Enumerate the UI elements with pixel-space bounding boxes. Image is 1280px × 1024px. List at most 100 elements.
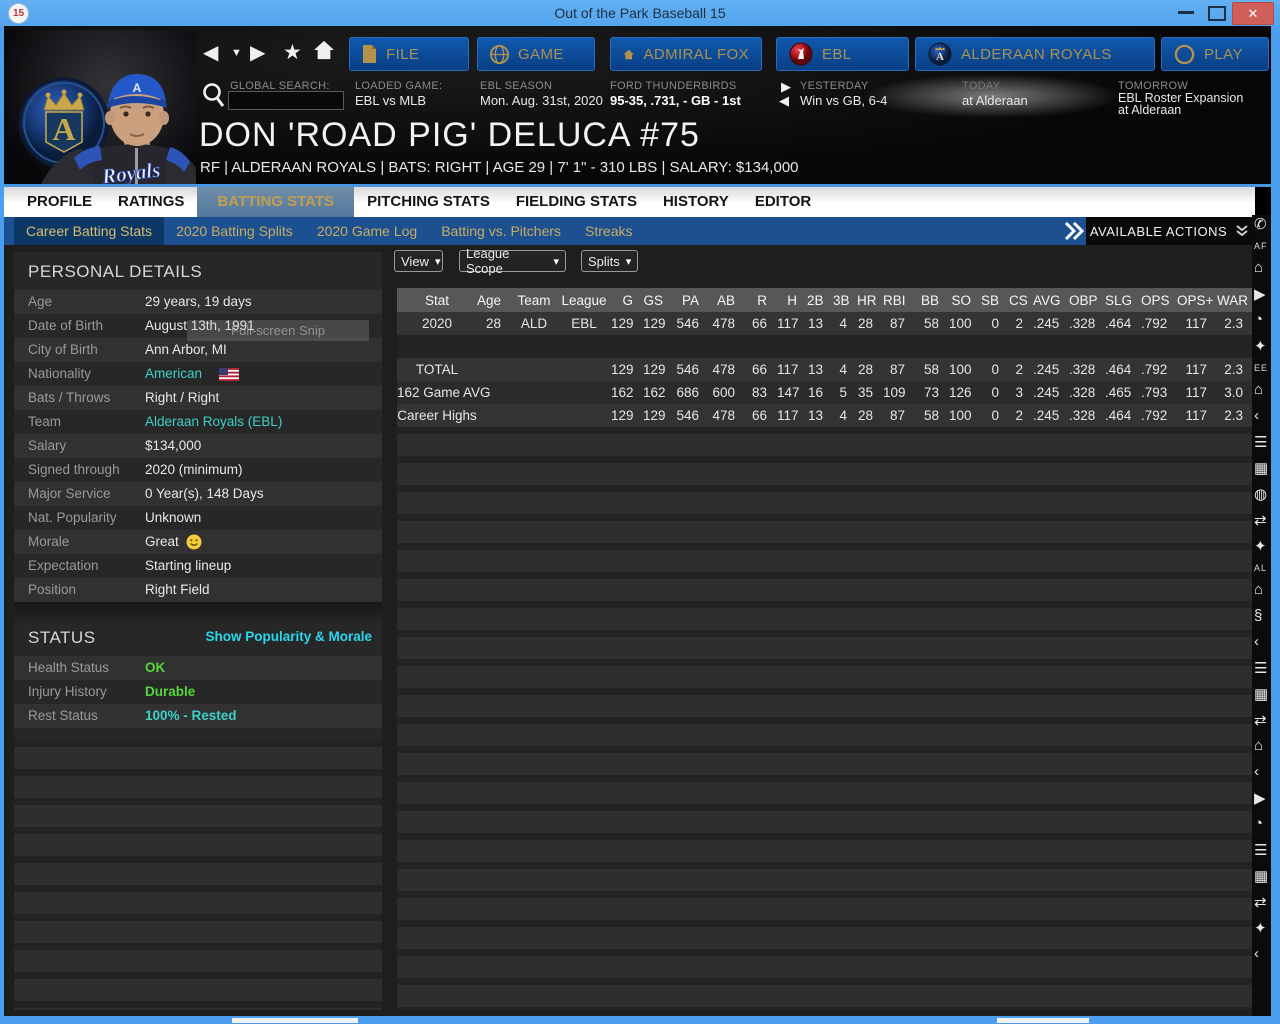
stat-cell: 129 (611, 362, 634, 377)
available-actions-button[interactable]: AVAILABLE ACTIONS (1086, 217, 1253, 245)
edge-item-icon[interactable]: ✦ (1254, 338, 1267, 355)
subtab-2020-batting-splits[interactable]: 2020 Batting Splits (176, 223, 293, 239)
stat-cell: 109 (883, 385, 906, 400)
show-popularity-morale-link[interactable]: Show Popularity & Morale (205, 629, 372, 644)
edge-item-icon[interactable]: ‹ (1254, 633, 1259, 650)
column-header-bb[interactable]: BB (915, 288, 949, 312)
history-dropdown-icon[interactable]: ▼ (231, 47, 242, 59)
tab-editor[interactable]: EDITOR (754, 193, 812, 210)
column-header-ab[interactable]: AB (709, 288, 745, 312)
team-link[interactable]: Alderaan Royals (EBL) (145, 414, 283, 429)
edge-item-icon[interactable]: ⇄ (1254, 512, 1267, 529)
edge-item-icon[interactable]: ✆ (1254, 216, 1267, 233)
forward-icon[interactable]: ▶ (250, 42, 266, 64)
edge-item-icon[interactable]: ◍ (1254, 486, 1268, 503)
tab-fielding-stats[interactable]: FIELDING STATS (515, 193, 637, 210)
column-header-war[interactable]: WAR (1217, 288, 1253, 312)
minimize-button[interactable] (1178, 11, 1194, 14)
column-header-cs[interactable]: CS (1009, 288, 1033, 312)
tab-pitching-stats[interactable]: PITCHING STATS (367, 193, 490, 210)
column-header-ops+[interactable]: OPS+ (1177, 288, 1217, 312)
column-header-so[interactable]: SO (949, 288, 981, 312)
edge-item-icon[interactable]: ▦ (1254, 460, 1269, 477)
column-header-obp[interactable]: OBP (1069, 288, 1105, 312)
subtab-2020-game-log[interactable]: 2020 Game Log (316, 223, 418, 239)
column-header-sb[interactable]: SB (981, 288, 1009, 312)
edge-item-icon[interactable]: ▦ (1254, 868, 1269, 885)
edge-item-icon[interactable]: ▶ (1254, 790, 1266, 807)
edge-item-icon[interactable]: ▦ (1254, 686, 1269, 703)
column-header-h[interactable]: H (777, 288, 807, 312)
edge-item-icon[interactable]: ‹ (1254, 763, 1259, 780)
column-header-rbi[interactable]: RBI (883, 288, 915, 312)
column-header-pa[interactable]: PA (673, 288, 709, 312)
edge-label-fragment[interactable]: AL (1254, 563, 1268, 573)
taskbar-peek (232, 1018, 358, 1023)
column-header-gs[interactable]: GS (643, 288, 673, 312)
splits-dropdown[interactable]: Splits ▾ (581, 250, 638, 272)
edge-item-icon[interactable]: ⌂ (1254, 581, 1264, 598)
edge-item-icon[interactable]: ‹ (1254, 945, 1259, 962)
stat-cell: .465 (1105, 385, 1132, 400)
tab-batting-stats[interactable]: BATTING STATS (197, 187, 355, 217)
nationality-link[interactable]: American (145, 366, 203, 381)
column-header-age[interactable]: Age (477, 288, 511, 312)
subtab-career-batting-stats[interactable]: Career Batting Stats (14, 217, 165, 245)
league-scope-dropdown[interactable]: League Scope ▾ (459, 246, 566, 276)
stat-cell: 4 (839, 408, 847, 423)
stat-cell: .792 (1141, 362, 1168, 377)
edge-item-icon[interactable]: ⇄ (1254, 712, 1267, 729)
subtab-batting-vs-pitchers[interactable]: Batting vs. Pitchers (441, 223, 562, 239)
view-dropdown[interactable]: View ▾ (394, 250, 443, 272)
maximize-button[interactable] (1208, 6, 1226, 21)
edge-item-icon[interactable]: ☰ (1254, 842, 1268, 859)
edge-item-icon[interactable]: ☰ (1254, 434, 1268, 451)
home-icon[interactable] (313, 40, 335, 65)
edge-item-icon[interactable]: ⌂ (1254, 381, 1264, 398)
column-header-hr[interactable]: HR (857, 288, 883, 312)
column-header-g[interactable]: G (611, 288, 643, 312)
edge-label-fragment[interactable]: EE (1254, 363, 1269, 373)
edge-item-icon[interactable]: ◔ (1254, 815, 1264, 832)
team-menu-button[interactable]: A ALDERAAN ROYALS (915, 37, 1155, 71)
column-header-team[interactable]: Team (511, 288, 557, 312)
column-header-league[interactable]: League (557, 288, 611, 312)
next-day-icon[interactable]: ▶ (781, 79, 791, 94)
column-header-slg[interactable]: SLG (1105, 288, 1141, 312)
back-icon[interactable]: ◀ (203, 42, 219, 64)
column-header-avg[interactable]: AVG (1033, 288, 1069, 312)
stat-cell: 129 (643, 362, 666, 377)
game-menu-button[interactable]: GAME (477, 37, 595, 71)
edge-label-fragment[interactable]: AF (1254, 241, 1268, 251)
edge-item-icon[interactable]: ‹ (1254, 407, 1259, 424)
column-header-3b[interactable]: 3B (833, 288, 857, 312)
edge-item-icon[interactable]: ◔ (1254, 311, 1264, 328)
tab-profile[interactable]: PROFILE (27, 193, 93, 210)
stat-cell: 87 (889, 316, 905, 331)
edge-item-icon[interactable]: ☰ (1254, 660, 1268, 677)
manager-menu-button[interactable]: ADMIRAL FOX (610, 37, 762, 71)
tab-history[interactable]: HISTORY (662, 193, 729, 210)
close-button[interactable]: ✕ (1232, 2, 1274, 25)
edge-item-icon[interactable]: ✦ (1254, 920, 1267, 937)
stats-header-row: Stat Age Team League G GS PA AB R H 2B 3B HR RBI BB SO S… (397, 288, 1253, 312)
prev-day-icon[interactable]: ◀ (779, 93, 789, 108)
column-header-r[interactable]: R (745, 288, 777, 312)
subtab-streaks[interactable]: Streaks (585, 223, 633, 239)
column-header-stat[interactable]: Stat (397, 288, 477, 312)
league-menu-button[interactable]: EBL (776, 37, 909, 71)
edge-item-icon[interactable]: ⌂ (1254, 737, 1264, 754)
chevron-right-double-icon[interactable] (1062, 217, 1086, 245)
edge-item-icon[interactable]: ✦ (1254, 538, 1267, 555)
play-menu-button[interactable]: PLAY (1161, 37, 1269, 71)
edge-item-icon[interactable]: ⌂ (1254, 259, 1264, 276)
favorite-icon[interactable]: ★ (283, 41, 302, 64)
edge-item-icon[interactable]: ▶ (1254, 286, 1266, 303)
search-input[interactable] (228, 91, 344, 110)
file-menu-button[interactable]: FILE (349, 37, 469, 71)
tab-ratings[interactable]: RATINGS (118, 193, 185, 210)
edge-item-icon[interactable]: § (1254, 607, 1263, 624)
column-header-2b[interactable]: 2B (807, 288, 833, 312)
edge-item-icon[interactable]: ⇄ (1254, 894, 1267, 911)
column-header-ops[interactable]: OPS (1141, 288, 1177, 312)
